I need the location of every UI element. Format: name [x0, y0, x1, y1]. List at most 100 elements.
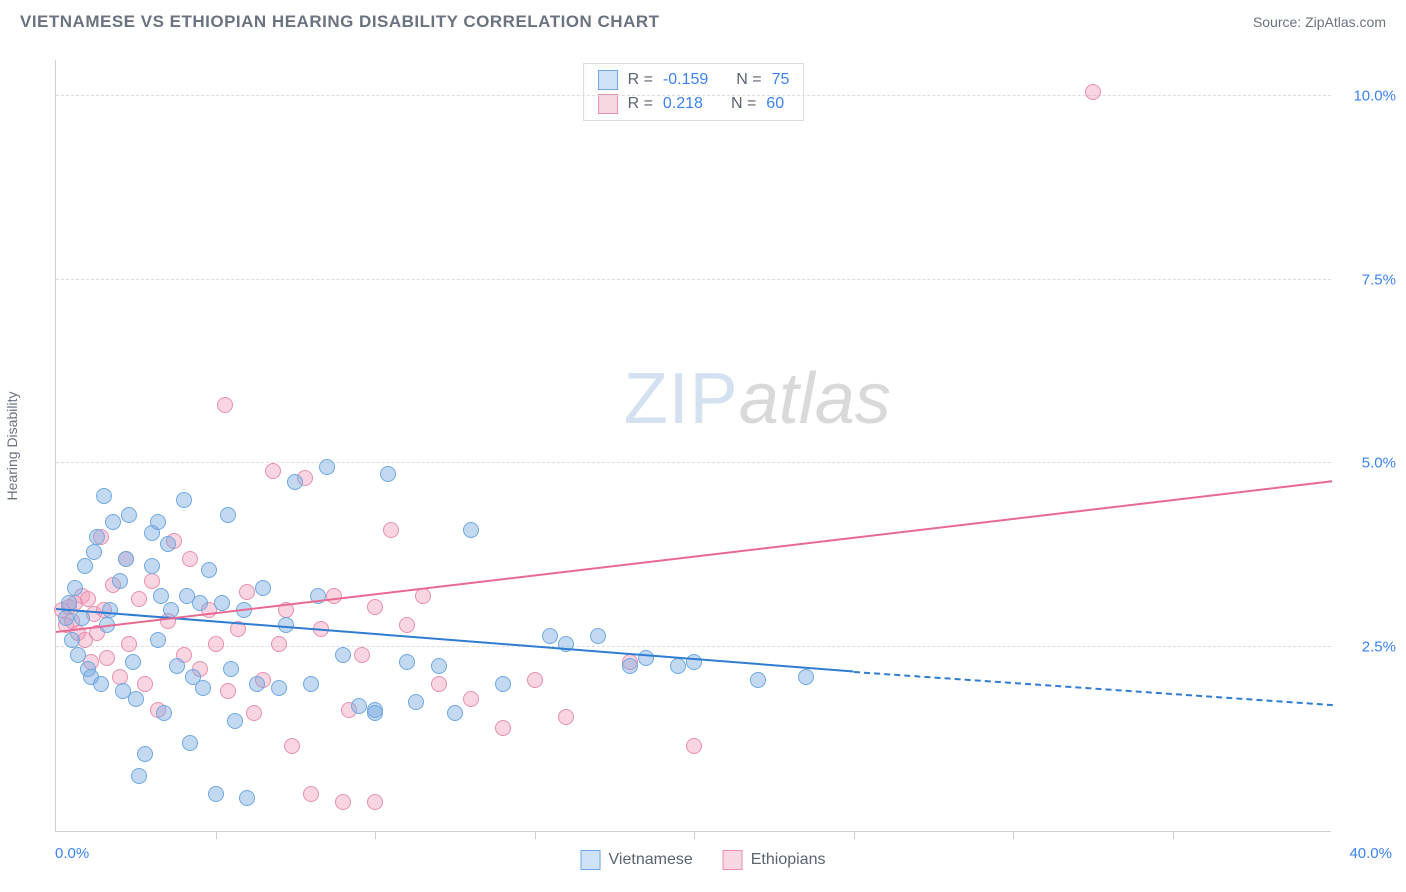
legend-swatch-vietnamese: [581, 850, 601, 870]
data-point-ethiopians: [284, 738, 300, 754]
data-point-vietnamese: [121, 507, 137, 523]
data-point-ethiopians: [367, 599, 383, 615]
data-point-ethiopians: [431, 676, 447, 692]
data-point-ethiopians: [131, 591, 147, 607]
data-point-ethiopians: [686, 738, 702, 754]
data-point-vietnamese: [144, 558, 160, 574]
y-tick-label: 2.5%: [1362, 639, 1396, 656]
gridline: [56, 279, 1331, 280]
data-point-vietnamese: [93, 676, 109, 692]
data-point-vietnamese: [287, 474, 303, 490]
data-point-vietnamese: [131, 768, 147, 784]
gridline: [56, 646, 1331, 647]
data-point-vietnamese: [686, 654, 702, 670]
data-point-vietnamese: [192, 595, 208, 611]
data-point-ethiopians: [144, 573, 160, 589]
data-point-ethiopians: [271, 636, 287, 652]
swatch-ethiopians: [598, 94, 618, 114]
data-point-vietnamese: [223, 661, 239, 677]
data-point-vietnamese: [227, 713, 243, 729]
x-tick: [375, 831, 376, 839]
data-point-vietnamese: [195, 680, 211, 696]
data-point-vietnamese: [89, 529, 105, 545]
data-point-vietnamese: [70, 647, 86, 663]
data-point-ethiopians: [558, 709, 574, 725]
data-point-vietnamese: [271, 680, 287, 696]
data-point-vietnamese: [750, 672, 766, 688]
data-point-vietnamese: [495, 676, 511, 692]
data-point-vietnamese: [638, 650, 654, 666]
data-point-ethiopians: [121, 636, 137, 652]
y-tick-label: 10.0%: [1353, 87, 1396, 104]
data-point-vietnamese: [208, 786, 224, 802]
x-tick: [535, 831, 536, 839]
data-point-vietnamese: [77, 558, 93, 574]
data-point-vietnamese: [463, 522, 479, 538]
bottom-legend: Vietnamese Ethiopians: [581, 850, 826, 870]
y-tick-label: 7.5%: [1362, 271, 1396, 288]
r-value-a: -0.159: [663, 71, 708, 89]
data-point-vietnamese: [201, 562, 217, 578]
data-point-vietnamese: [102, 602, 118, 618]
data-point-ethiopians: [527, 672, 543, 688]
data-point-vietnamese: [239, 790, 255, 806]
data-point-ethiopians: [354, 647, 370, 663]
data-point-vietnamese: [128, 691, 144, 707]
data-point-vietnamese: [156, 705, 172, 721]
legend-item-ethiopians: Ethiopians: [723, 850, 826, 870]
data-point-vietnamese: [96, 488, 112, 504]
chart-source: Source: ZipAtlas.com: [1253, 14, 1386, 30]
data-point-ethiopians: [137, 676, 153, 692]
data-point-vietnamese: [380, 466, 396, 482]
data-point-vietnamese: [255, 580, 271, 596]
data-point-vietnamese: [160, 536, 176, 552]
x-axis-max: 40.0%: [1349, 845, 1392, 862]
data-point-ethiopians: [217, 397, 233, 413]
data-point-ethiopians: [326, 588, 342, 604]
data-point-ethiopians: [239, 584, 255, 600]
data-point-vietnamese: [86, 544, 102, 560]
n-value-a: 75: [772, 71, 790, 89]
data-point-vietnamese: [150, 514, 166, 530]
watermark: ZIPatlas: [624, 358, 891, 440]
data-point-vietnamese: [64, 632, 80, 648]
trend-line: [853, 671, 1332, 706]
data-point-vietnamese: [176, 492, 192, 508]
swatch-vietnamese: [598, 70, 618, 90]
gridline: [56, 95, 1331, 96]
data-point-vietnamese: [319, 459, 335, 475]
data-point-ethiopians: [80, 591, 96, 607]
data-point-ethiopians: [208, 636, 224, 652]
data-point-vietnamese: [58, 610, 74, 626]
data-point-vietnamese: [798, 669, 814, 685]
legend-swatch-ethiopians: [723, 850, 743, 870]
data-point-ethiopians: [495, 720, 511, 736]
data-point-ethiopians: [303, 786, 319, 802]
data-point-ethiopians: [367, 794, 383, 810]
data-point-vietnamese: [169, 658, 185, 674]
data-point-vietnamese: [670, 658, 686, 674]
data-point-vietnamese: [249, 676, 265, 692]
data-point-vietnamese: [182, 735, 198, 751]
data-point-vietnamese: [590, 628, 606, 644]
legend-item-vietnamese: Vietnamese: [581, 850, 693, 870]
data-point-vietnamese: [303, 676, 319, 692]
data-point-vietnamese: [351, 698, 367, 714]
data-point-vietnamese: [220, 507, 236, 523]
data-point-vietnamese: [367, 705, 383, 721]
x-tick: [1013, 831, 1014, 839]
data-point-ethiopians: [463, 691, 479, 707]
x-tick: [216, 831, 217, 839]
x-tick: [1173, 831, 1174, 839]
data-point-vietnamese: [105, 514, 121, 530]
data-point-vietnamese: [112, 573, 128, 589]
data-point-vietnamese: [399, 654, 415, 670]
data-point-ethiopians: [99, 650, 115, 666]
stats-legend: R = -0.159 N = 75 R = 0.218 N = 60: [583, 63, 805, 121]
data-point-vietnamese: [431, 658, 447, 674]
data-point-vietnamese: [542, 628, 558, 644]
chart-title: VIETNAMESE VS ETHIOPIAN HEARING DISABILI…: [20, 12, 660, 32]
r-value-b: 0.218: [663, 95, 703, 113]
data-point-ethiopians: [1085, 84, 1101, 100]
data-point-vietnamese: [153, 588, 169, 604]
